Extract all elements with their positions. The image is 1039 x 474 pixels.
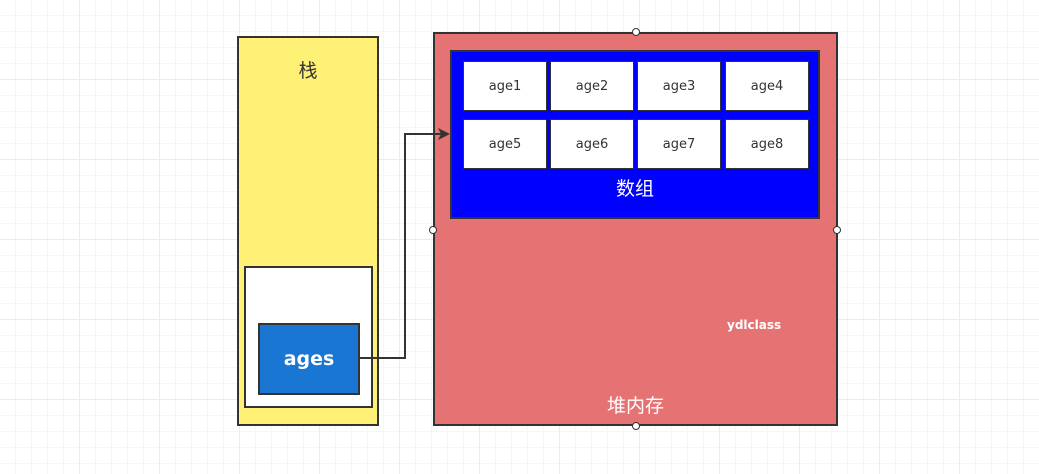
heap-resize-handle-bottom[interactable] xyxy=(632,422,640,430)
heap-resize-handle-right[interactable] xyxy=(833,226,841,234)
ages-reference-box[interactable]: ages xyxy=(258,323,360,395)
reference-arrowhead xyxy=(438,128,450,140)
array-title: 数组 xyxy=(615,178,654,200)
array-cell-age4[interactable]: age4 xyxy=(725,61,809,111)
heap-resize-handle-top[interactable] xyxy=(632,28,640,36)
array-cell-age5[interactable]: age5 xyxy=(463,119,547,169)
reference-arrow-line xyxy=(360,133,441,359)
heap-resize-handle-left[interactable] xyxy=(429,226,437,234)
watermark-text: ydlclass xyxy=(727,318,782,332)
array-cell-age7[interactable]: age7 xyxy=(637,119,721,169)
heap-title: 堆内存 xyxy=(606,395,664,417)
array-cell-age6[interactable]: age6 xyxy=(550,119,634,169)
array-cell-age3[interactable]: age3 xyxy=(637,61,721,111)
stack-title: 栈 xyxy=(298,60,318,82)
array-cell-age1[interactable]: age1 xyxy=(463,61,547,111)
array-cell-age2[interactable]: age2 xyxy=(550,61,634,111)
array-cell-age8[interactable]: age8 xyxy=(725,119,809,169)
